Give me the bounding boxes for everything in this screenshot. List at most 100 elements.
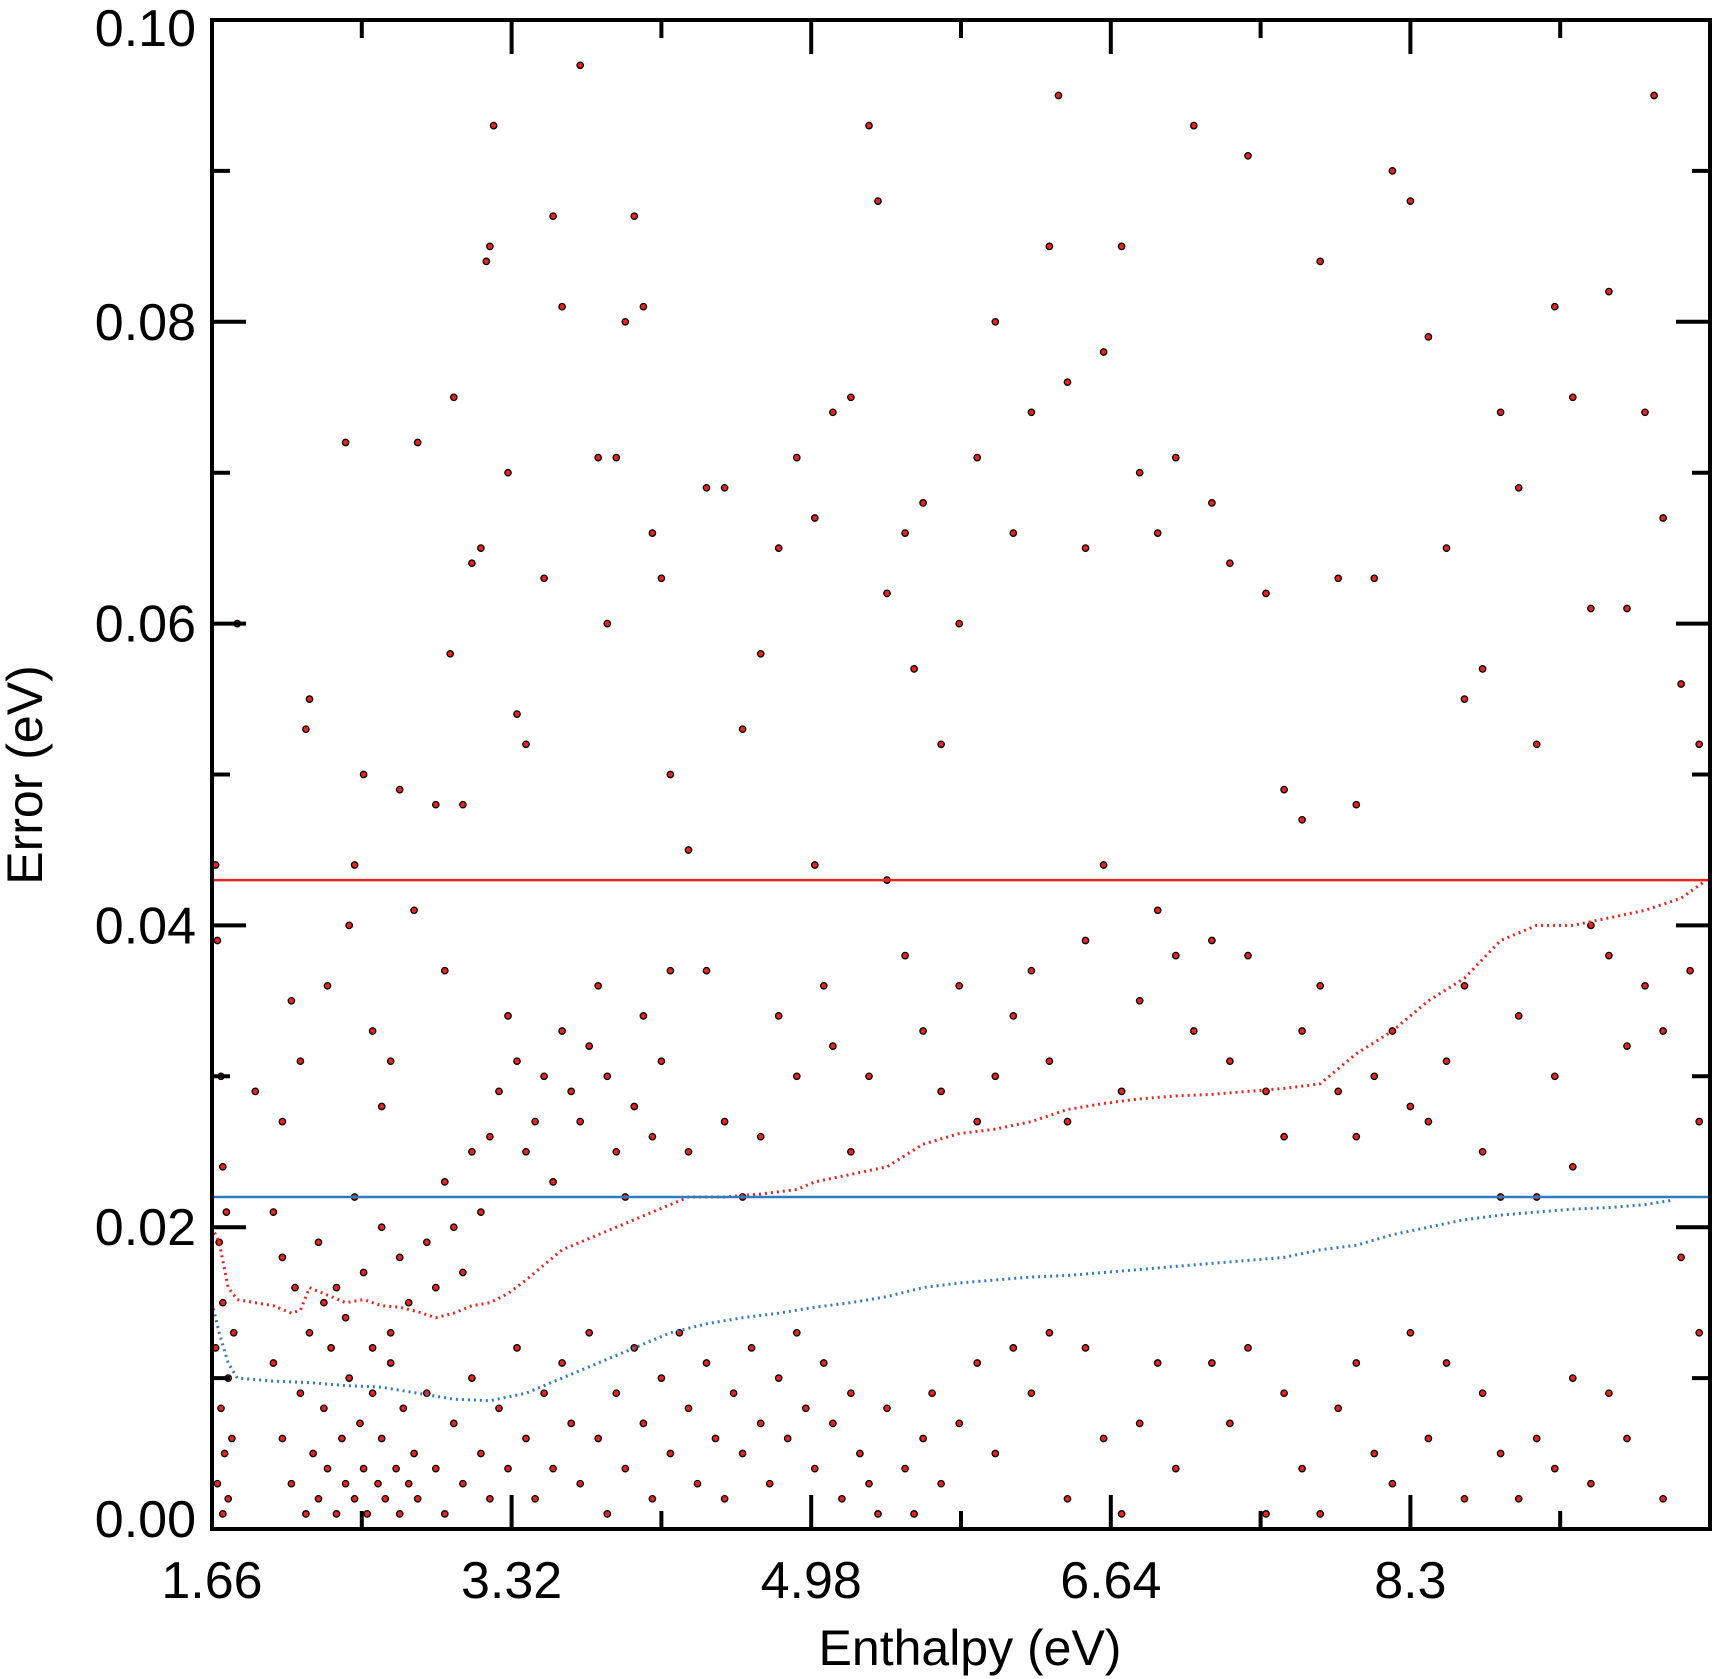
data-point xyxy=(1695,1328,1704,1337)
data-point xyxy=(1623,1434,1631,1443)
data-point xyxy=(440,1178,449,1186)
data-point xyxy=(1568,1374,1577,1382)
data-point xyxy=(684,1404,693,1413)
data-point xyxy=(774,1012,783,1020)
data-point xyxy=(937,1479,945,1488)
data-point xyxy=(341,438,350,447)
data-point xyxy=(657,574,666,583)
data-point xyxy=(363,1510,372,1518)
data-point xyxy=(495,1087,503,1096)
data-point xyxy=(567,1087,576,1096)
data-point xyxy=(513,710,521,718)
data-point xyxy=(431,800,440,809)
y-tick-label: 0.10 xyxy=(95,0,196,58)
data-point xyxy=(1334,1087,1343,1096)
data-point xyxy=(919,499,927,507)
data-point xyxy=(594,1434,603,1443)
data-point xyxy=(1262,589,1270,598)
data-point xyxy=(468,559,476,568)
data-point xyxy=(648,1494,657,1503)
data-point xyxy=(269,1208,278,1216)
data-point xyxy=(413,438,422,447)
data-point xyxy=(621,1464,630,1473)
data-point xyxy=(1298,1027,1306,1035)
data-point xyxy=(1099,348,1108,356)
data-point xyxy=(1641,981,1649,990)
data-point xyxy=(910,1510,918,1518)
data-point xyxy=(309,1449,317,1458)
data-point xyxy=(459,800,467,809)
data-point xyxy=(1009,1344,1018,1352)
data-point xyxy=(1153,906,1162,915)
data-point xyxy=(1659,1027,1667,1035)
data-point xyxy=(567,1419,576,1428)
data-point xyxy=(356,1419,364,1428)
data-point xyxy=(621,317,630,326)
data-point xyxy=(910,665,918,673)
data-point xyxy=(1677,680,1685,688)
data-point xyxy=(1045,242,1054,251)
data-point xyxy=(386,1057,395,1066)
plot-frame xyxy=(210,18,1712,1531)
data-point xyxy=(576,61,585,70)
data-point xyxy=(540,1389,548,1398)
data-point xyxy=(345,1374,354,1382)
data-point xyxy=(468,1374,476,1382)
data-point xyxy=(720,483,729,492)
data-point xyxy=(1650,91,1658,100)
data-point xyxy=(1244,151,1252,160)
data-point xyxy=(296,1389,305,1398)
data-point xyxy=(756,649,765,658)
data-point xyxy=(1424,333,1433,341)
data-point xyxy=(1587,604,1595,613)
data-point xyxy=(531,1494,539,1503)
data-point xyxy=(217,1404,225,1413)
data-point xyxy=(350,861,359,869)
data-point xyxy=(1081,1344,1090,1352)
data-point xyxy=(1550,302,1559,311)
data-point xyxy=(522,1434,530,1443)
data-point xyxy=(819,1359,828,1367)
data-point xyxy=(1063,378,1072,387)
data-point xyxy=(829,1042,837,1050)
data-point xyxy=(1081,936,1090,945)
data-point xyxy=(477,1208,485,1216)
data-point xyxy=(1677,1253,1685,1262)
data-point xyxy=(612,453,621,462)
data-point xyxy=(756,1132,765,1141)
data-point xyxy=(576,1117,585,1126)
data-point xyxy=(630,1102,639,1111)
data-point xyxy=(468,1147,476,1156)
data-point xyxy=(1532,1434,1541,1443)
data-point xyxy=(847,1147,855,1156)
data-point xyxy=(459,1479,467,1488)
data-point xyxy=(359,1464,368,1473)
data-point xyxy=(1099,1434,1108,1443)
data-point xyxy=(810,514,819,522)
data-point xyxy=(431,1464,440,1473)
data-point xyxy=(1135,1419,1144,1428)
data-point xyxy=(1027,966,1036,975)
data-point xyxy=(937,1087,945,1096)
data-point xyxy=(1081,544,1090,552)
data-point xyxy=(513,1344,521,1352)
data-point xyxy=(1063,1494,1072,1503)
data-point xyxy=(1605,287,1613,296)
data-point xyxy=(801,1404,810,1413)
data-point xyxy=(1514,1012,1523,1020)
data-point xyxy=(1009,529,1018,537)
data-point xyxy=(1352,800,1361,809)
data-point xyxy=(374,1479,382,1488)
data-point xyxy=(558,1359,566,1367)
data-point xyxy=(937,740,945,749)
data-point xyxy=(1568,393,1577,402)
x-tick-label: 8.3 xyxy=(1374,1552,1446,1610)
data-point xyxy=(928,1389,936,1398)
data-point xyxy=(1370,574,1379,583)
data-point xyxy=(1027,408,1036,417)
data-point xyxy=(522,1147,530,1156)
data-point xyxy=(327,1344,335,1352)
data-point xyxy=(1262,1510,1270,1518)
data-point xyxy=(422,1238,431,1247)
data-point xyxy=(747,1344,756,1352)
